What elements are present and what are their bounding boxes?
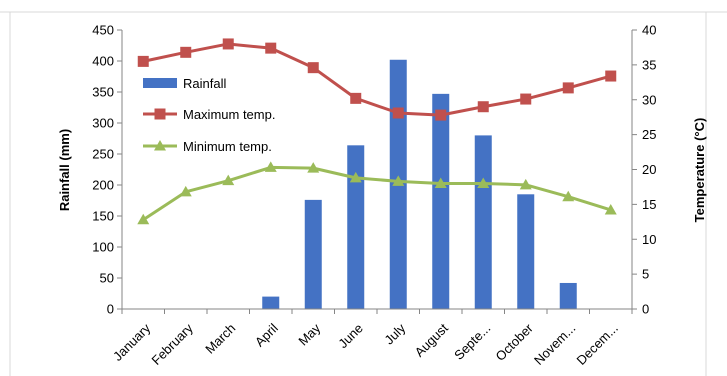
legend: Rainfall Maximum temp. Minimum temp. [143, 76, 275, 154]
y2-tick-label: 35 [642, 57, 656, 72]
x-tick-label: Septe... [451, 321, 493, 363]
y2-tick-label: 5 [642, 267, 649, 282]
x-tick-label: February [148, 320, 196, 368]
y-tick-label: 400 [92, 54, 114, 69]
min-temp-point [222, 174, 235, 186]
x-tick-label: Novem... [531, 321, 578, 368]
max-temp-point [307, 62, 319, 74]
max-temp-point [137, 55, 149, 67]
legend-rainfall-swatch [143, 78, 177, 88]
max-temp-point [435, 109, 447, 121]
max-temp-point [180, 46, 192, 58]
legend-max-temp-label: Maximum temp. [183, 107, 275, 122]
max-temp-point [520, 93, 532, 105]
y2-axis-title: Temperature (°C) [692, 118, 707, 223]
min-temp-point [562, 190, 575, 202]
min-temp-point [264, 161, 277, 172]
min-temp-point [179, 185, 192, 197]
min-temp-point [434, 177, 447, 188]
min-temp-point [137, 213, 150, 225]
y-tick-label: 150 [92, 209, 114, 224]
series-line [142, 165, 612, 221]
rainfall-bar [559, 282, 577, 309]
y-tick-label: 50 [100, 271, 114, 286]
rainfall-bar [347, 145, 365, 309]
max-temp-point [605, 70, 617, 82]
y2-tick-label: 0 [642, 302, 649, 317]
y-axis-title: Rainfall (mm) [57, 129, 72, 211]
min-temp-point [604, 203, 617, 215]
y-tick-label: 200 [92, 178, 114, 193]
x-tick-label: May [295, 320, 323, 348]
x-tick-label: April [252, 320, 281, 349]
max-temp-point [562, 82, 574, 94]
x-tick-label: March [202, 321, 238, 357]
min-temp-point [307, 162, 320, 173]
y2-tick-label: 20 [642, 162, 656, 177]
axes [121, 30, 633, 310]
y-tick-label: 450 [92, 23, 114, 38]
rainfall-bar [304, 199, 322, 309]
plot-border [0, 11, 727, 376]
y-tick-label: 300 [92, 116, 114, 131]
min-temp-point [519, 178, 532, 190]
max-temp-point [350, 92, 362, 104]
max-temp-point [222, 38, 234, 50]
y2-tick-label: 40 [642, 23, 656, 38]
left-axis-ticks: 0 50 100 150 200 250 300 350 400 450 [92, 23, 122, 317]
x-tick-label: Decem... [573, 321, 620, 368]
y-tick-label: 0 [107, 302, 114, 317]
legend-rainfall-label: Rainfall [183, 76, 226, 91]
rainfall-bars [262, 59, 577, 310]
rainfall-bar [474, 135, 492, 309]
min-temp-point [349, 171, 362, 183]
min-temp-point [392, 175, 405, 186]
min-temp-point [477, 177, 490, 188]
x-tick-label: August [412, 320, 451, 359]
legend-max-temp-marker [154, 108, 166, 120]
x-tick-label: June [335, 321, 366, 352]
y-tick-label: 350 [92, 85, 114, 100]
max-temp-point [265, 42, 277, 54]
legend-min-temp-marker [154, 140, 166, 151]
x-tick-label: July [381, 320, 408, 347]
temperature-lines [137, 38, 617, 225]
right-axis-ticks: 0 5 10 15 20 25 30 35 40 [632, 23, 656, 317]
rainfall-bar [517, 194, 535, 309]
max-temp-point [392, 107, 404, 119]
y-tick-label: 100 [92, 240, 114, 255]
y2-tick-label: 30 [642, 92, 656, 107]
rainfall-bar [262, 296, 280, 309]
max-temp-point [477, 101, 489, 113]
y2-tick-label: 15 [642, 197, 656, 212]
y2-tick-label: 25 [642, 127, 656, 142]
series-line [142, 42, 612, 117]
y2-tick-label: 10 [642, 232, 656, 247]
y-tick-label: 250 [92, 147, 114, 162]
rainfall-bar [432, 93, 450, 309]
legend-min-temp-label: Minimum temp. [183, 139, 272, 154]
